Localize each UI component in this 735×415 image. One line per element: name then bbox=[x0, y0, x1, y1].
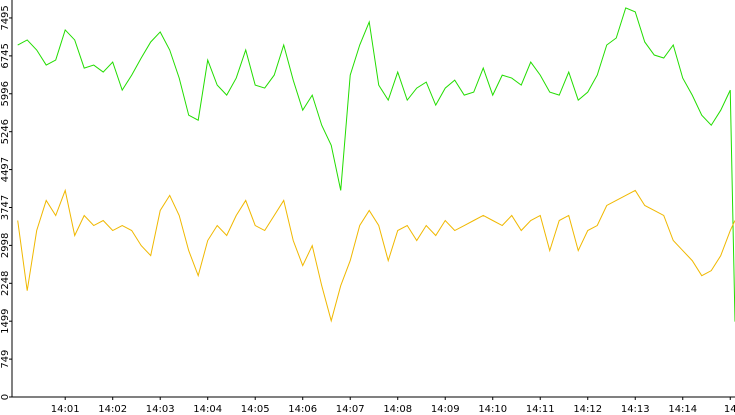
y-tick-label: 1499 bbox=[0, 308, 11, 333]
y-tick-label: 2248 bbox=[0, 271, 11, 296]
y-tick-label: 2998 bbox=[0, 233, 11, 258]
y-tick-label: 0 bbox=[0, 394, 11, 400]
x-tick-label: 14:06 bbox=[288, 404, 317, 415]
y-tick-label: 5246 bbox=[0, 119, 11, 144]
x-tick-label: 14:03 bbox=[146, 404, 175, 415]
y-tick-label: 5996 bbox=[0, 81, 11, 106]
y-tick-label: 3747 bbox=[0, 195, 11, 220]
x-tick-label: 14:09 bbox=[431, 404, 460, 415]
x-tick-label: 14:02 bbox=[98, 404, 127, 415]
line-series bbox=[17, 188, 735, 323]
y-tick-label: 7495 bbox=[0, 5, 11, 30]
x-tick-label: 14:12 bbox=[573, 404, 602, 415]
x-tick-label: 14:13 bbox=[621, 404, 650, 415]
line-series bbox=[17, 7, 735, 322]
x-tick-label: 14:05 bbox=[241, 404, 270, 415]
y-tick-label: 6745 bbox=[0, 43, 11, 68]
x-tick-label: 14:01 bbox=[51, 404, 80, 415]
x-tick-label: 14:10 bbox=[478, 404, 507, 415]
y-tick-label: 4497 bbox=[0, 157, 11, 182]
x-tick-label: 14:08 bbox=[383, 404, 412, 415]
x-tick-label: 14:11 bbox=[526, 404, 555, 415]
x-tick-label: 14:07 bbox=[336, 404, 365, 415]
y-tick-label: 749 bbox=[0, 350, 11, 369]
x-tick-label: 14 bbox=[724, 404, 735, 415]
x-tick-label: 14:04 bbox=[193, 404, 222, 415]
x-tick-label: 14:14 bbox=[668, 404, 697, 415]
